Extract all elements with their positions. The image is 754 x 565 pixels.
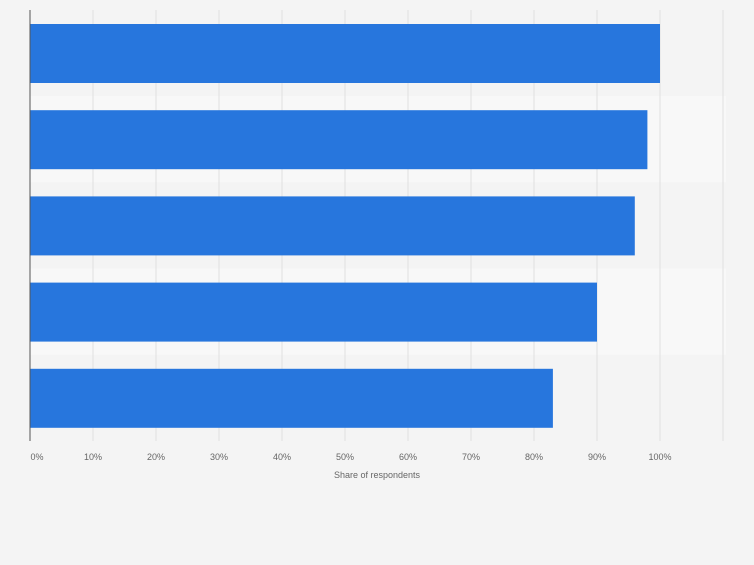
x-tick-label: 70% [462,452,480,462]
bars [30,24,660,428]
x-tick-label: 50% [336,452,354,462]
x-tick-label: 40% [273,452,291,462]
x-tick-label: 60% [399,452,417,462]
bar [30,196,635,256]
bar [30,110,648,170]
x-tick-label: 90% [588,452,606,462]
bar [30,24,660,83]
x-tick-label: 10% [84,452,102,462]
x-axis-label: Share of respondents [334,470,421,480]
x-tick-label: 20% [147,452,165,462]
bar [30,282,597,342]
x-tick-label: 0% [30,452,43,462]
x-tick-label: 80% [525,452,543,462]
x-tick-label: 100% [648,452,671,462]
bar [30,368,553,428]
x-tick-label: 30% [210,452,228,462]
x-tick-labels: 0% 10% 20% 30% 40% 50% 60% 70% 80% 90% 100% [30,452,671,462]
